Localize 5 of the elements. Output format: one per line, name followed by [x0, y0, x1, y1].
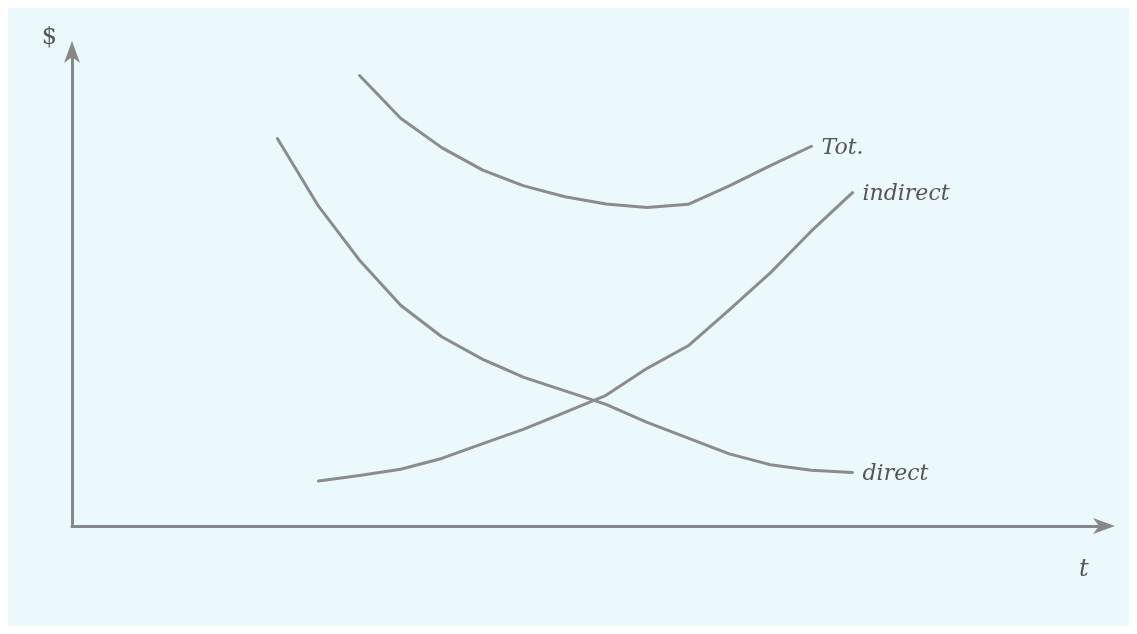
series-label: Tot.: [821, 133, 864, 159]
series-label: indirect: [862, 180, 950, 206]
x-axis-title: t: [1079, 554, 1089, 582]
y-axis-title: $: [41, 22, 57, 50]
series-label: direct: [862, 459, 929, 485]
